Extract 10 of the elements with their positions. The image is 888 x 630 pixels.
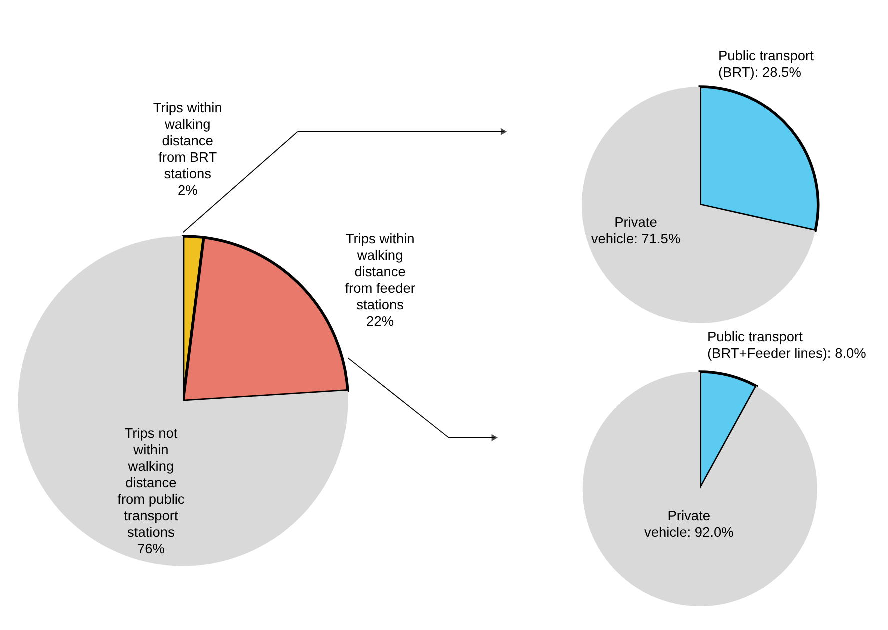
slice-label: Public transport (BRT): 28.5% [718, 48, 814, 80]
slice-label: Trips within walking distance from BRT stations [153, 100, 222, 182]
data-label: 2% [178, 183, 198, 198]
data-label: 22% [366, 314, 394, 330]
slice-label: Public transport (BRT+Feeder lines): 8.0% [707, 330, 866, 362]
slice-label: Private vehicle: 92.0% [644, 508, 734, 540]
slice-label: Trips within walking distance from feeder stations [345, 232, 416, 313]
slice-label: Trips not within walking distance from public transport stations [118, 426, 185, 540]
slice-label: Private vehicle: 71.5% [591, 215, 681, 247]
data-label: 76% [137, 541, 165, 556]
